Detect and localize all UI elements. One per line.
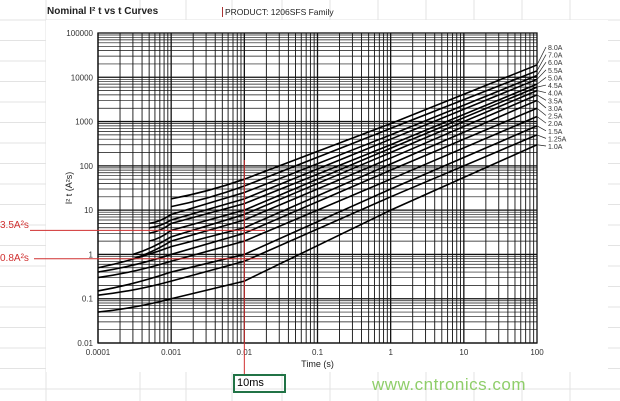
curve-2.5A — [97, 107, 538, 273]
x-tick-label: 0.001 — [161, 348, 182, 357]
legend-leader — [536, 116, 547, 124]
legend-leader — [536, 125, 547, 132]
watermark: www.cntronics.com — [372, 375, 526, 394]
selected-cell[interactable]: 10ms — [233, 374, 286, 393]
legend-leader — [536, 46, 547, 66]
annotation-0-8: 0.8A²s — [0, 253, 29, 264]
y-tick-label: 10 — [84, 206, 93, 215]
y-tick-label: 1000 — [75, 118, 93, 127]
curve-3.5A — [132, 94, 538, 260]
legend-label: 7.0A — [548, 53, 563, 60]
curve-2.0A — [97, 115, 538, 279]
legend-label: 6.0A — [548, 60, 563, 67]
legend-leader — [536, 54, 547, 71]
legend-label: 3.5A — [548, 98, 563, 105]
annotation-3-5: 3.5A²s — [0, 220, 29, 231]
plot-border — [97, 32, 538, 344]
y-axis-label: I² t (A²s) — [64, 172, 74, 205]
legend-leader — [536, 77, 547, 85]
curve-5.0A — [149, 83, 538, 235]
legend-label: 2.5A — [548, 114, 563, 121]
x-tick-label: 100 — [530, 348, 544, 357]
curve-6.0A — [149, 74, 538, 225]
legend-label: 8.0A — [548, 45, 563, 52]
x-axis-label: Time (s) — [301, 359, 334, 369]
curve-1.5A — [97, 125, 538, 292]
legend-leader — [536, 100, 547, 109]
y-tick-label: 100 — [80, 162, 94, 171]
curve-8.0A — [171, 64, 538, 200]
chart-area — [46, 20, 608, 372]
x-tick-label: 0.1 — [312, 348, 324, 357]
legend-label: 1.25A — [548, 136, 567, 143]
curve-1.25A — [97, 134, 538, 297]
legend-leader — [536, 69, 547, 80]
curve-4.0A — [132, 89, 538, 256]
y-tick-label: 0.01 — [77, 339, 93, 348]
x-tick-label: 10 — [459, 348, 468, 357]
legend-label: 2.0A — [548, 121, 563, 128]
legend-leader — [536, 144, 547, 147]
x-tick-label: 1 — [388, 348, 393, 357]
y-tick-label: 1 — [89, 250, 94, 259]
y-tick-label: 0.1 — [82, 295, 94, 304]
x-tick-label: 0.0001 — [86, 348, 111, 357]
legend-label: 4.5A — [548, 83, 563, 90]
chart-title: Nominal I² t vs t Curves — [47, 6, 159, 17]
curve-3.0A — [97, 99, 538, 269]
curve-5.5A — [149, 78, 538, 229]
y-tick-label: 10000 — [71, 73, 94, 82]
legend-leader — [536, 134, 547, 139]
legend-label: 5.5A — [548, 68, 563, 75]
legend-leader — [536, 94, 547, 101]
legend-leader — [536, 84, 547, 88]
legend-label: 5.0A — [548, 75, 563, 82]
legend-leader — [536, 107, 547, 116]
legend-label: 4.0A — [548, 91, 563, 98]
legend-leader — [536, 62, 547, 76]
legend-label: 3.0A — [548, 106, 563, 113]
legend-label: 1.5A — [548, 129, 563, 136]
y-tick-label: 100000 — [66, 29, 93, 38]
curve-7.0A — [171, 70, 538, 208]
legend-leader — [536, 90, 547, 94]
curve-1.0A — [97, 143, 538, 313]
chart-subtitle: PRODUCT: 1206SFS Family — [222, 7, 334, 17]
curve-4.5A — [148, 86, 538, 242]
legend-label: 1.0A — [548, 144, 563, 151]
